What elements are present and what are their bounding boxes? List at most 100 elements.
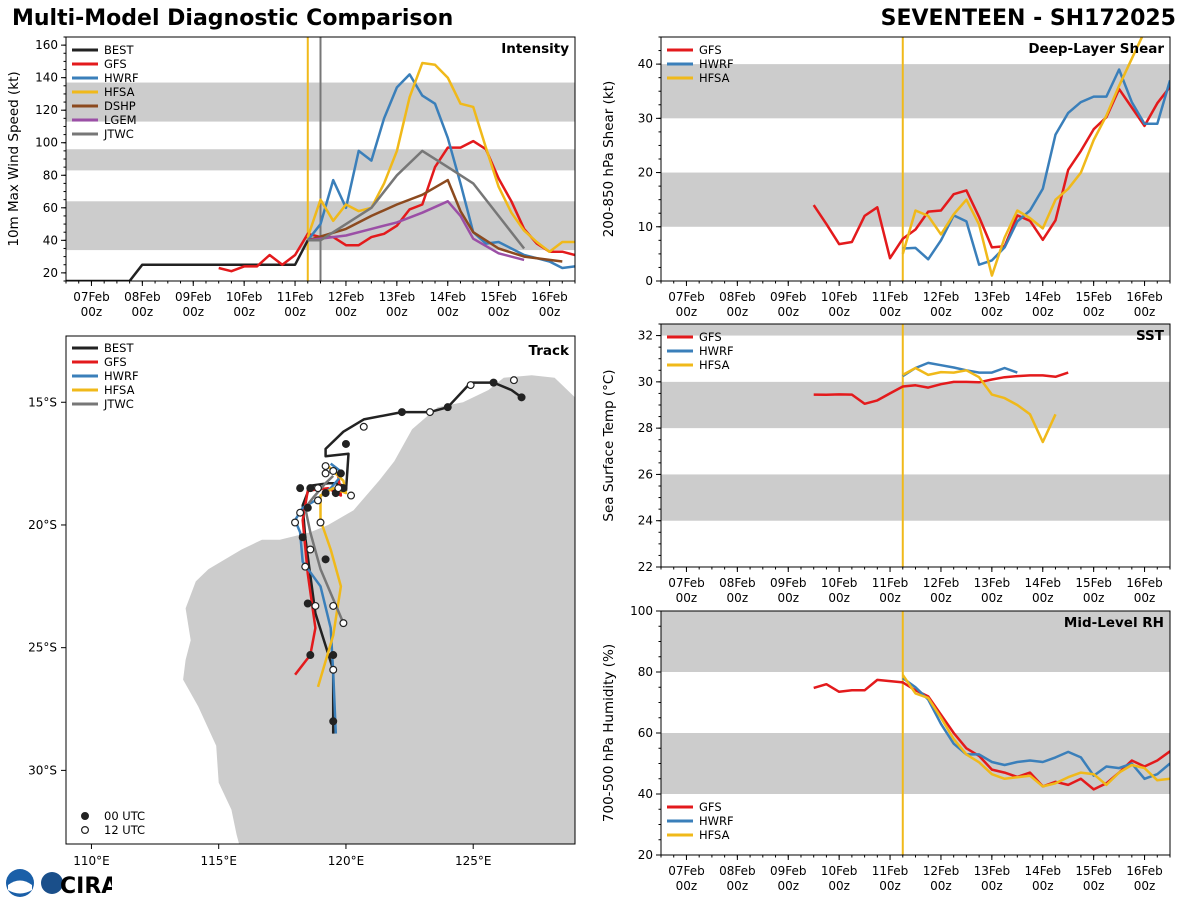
storm-id-title: SEVENTEEN - SH172025 (880, 6, 1176, 31)
shear-xtick-hour: 00z (981, 305, 1003, 319)
rh-xtick-day: 12Feb (923, 864, 960, 878)
rh-xtick-day: 14Feb (1024, 864, 1061, 878)
rh-xtick-hour: 00z (1134, 879, 1156, 893)
track-ytick-label: 15°S (28, 395, 57, 409)
track-legend-marker-label: 12 UTC (104, 823, 145, 837)
globe-logo-icon (41, 872, 63, 894)
rh-xtick-day: 15Feb (1075, 864, 1112, 878)
track-xtick-label: 125°E (455, 854, 492, 868)
track-marker-00utc (336, 469, 345, 478)
shear-xtick-hour: 00z (1083, 305, 1105, 319)
rh-legend-label-hfsa: HFSA (699, 828, 730, 842)
track-line-best (301, 381, 523, 734)
rh-legend-label-hwrf: HWRF (699, 814, 734, 828)
track-legend-label-hfsa: HFSA (104, 383, 135, 397)
track-marker-12utc (291, 518, 300, 527)
sst-xtick-hour: 00z (1032, 591, 1054, 605)
intensity-xtick-day: 15Feb (480, 290, 517, 304)
intensity-xtick-day: 14Feb (429, 290, 466, 304)
sst-xtick-hour: 00z (981, 591, 1003, 605)
rh-series-group (813, 674, 1170, 791)
track-marker-00utc (303, 599, 312, 608)
sst-panel-title: SST (1136, 328, 1165, 344)
rh-xtick-hour: 00z (981, 879, 1003, 893)
sst-xtick-day: 16Feb (1126, 576, 1163, 590)
rh-xtick-day: 07Feb (668, 864, 705, 878)
sst-xtick-day: 10Feb (821, 576, 858, 590)
intensity-xtick-hour: 00z (539, 305, 561, 319)
track-panel: 110°E 115°E 120°E 125°E 15°S 20°S 25°S 30°S Trac… (28, 335, 576, 868)
track-marker-12utc (321, 462, 330, 471)
intensity-xtick-day: 07Feb (73, 290, 110, 304)
sst-legend-label-hfsa: HFSA (699, 358, 730, 372)
track-marker-00utc (329, 651, 338, 660)
rh-panel-title: Mid-Level RH (1064, 615, 1164, 631)
track-marker-12utc (339, 619, 348, 628)
track-map-group (183, 375, 575, 844)
shear-series-group (812, 37, 1170, 277)
rh-xtick-day: 16Feb (1126, 864, 1163, 878)
intensity-xtick-day: 11Feb (277, 290, 314, 304)
sst-xtick-day: 13Feb (974, 576, 1011, 590)
intensity-ytick-label: 80 (43, 168, 58, 182)
sst-xtick-day: 11Feb (872, 576, 909, 590)
intensity-line-lgem (307, 200, 525, 262)
track-marker-00utc (517, 393, 526, 402)
rh-xtick-hour: 00z (676, 879, 698, 893)
shear-xtick-hour: 00z (879, 305, 901, 319)
sst-xtick-hour: 00z (1083, 591, 1105, 605)
intensity-ytick-label: 160 (35, 38, 58, 52)
sst-line-gfs (813, 371, 1069, 406)
rh-xtick-hour: 00z (1032, 879, 1054, 893)
rh-xtick-hour: 00z (828, 879, 850, 893)
intensity-xtick-hour: 00z (386, 305, 408, 319)
rh-legend-label-gfs: GFS (699, 800, 722, 814)
track-marker-12utc (347, 491, 356, 500)
track-marker-12utc (466, 381, 475, 390)
shear-xtick-hour: 00z (930, 305, 952, 319)
track-legend-label-hwrf: HWRF (104, 369, 139, 383)
track-xtick-label: 115°E (200, 854, 237, 868)
intensity-legend-label-lgem: LGEM (104, 113, 137, 127)
track-legend-label-best: BEST (104, 341, 134, 355)
intensity-ytick-label: 20 (43, 266, 58, 280)
shear-legend-label-hfsa: HFSA (699, 71, 730, 85)
sst-band (661, 474, 1170, 521)
shear-ytick-label: 40 (638, 57, 653, 71)
intensity-xtick-hour: 00z (488, 305, 510, 319)
track-legend-marker-label: 00 UTC (104, 809, 145, 823)
intensity-panel-title: Intensity (501, 41, 569, 57)
track-marker-00utc (306, 484, 315, 493)
shear-xtick-hour: 00z (676, 305, 698, 319)
shear-xtick-day: 11Feb (872, 290, 909, 304)
track-ytick-label: 20°S (28, 518, 57, 532)
shear-xtick-hour: 00z (1032, 305, 1054, 319)
rh-ytick-label: 100 (630, 604, 653, 618)
sst-ytick-label: 24 (638, 514, 653, 528)
sst-ytick-label: 32 (638, 329, 653, 343)
track-marker-12utc (306, 545, 315, 554)
intensity-xtick-hour: 00z (284, 305, 306, 319)
intensity-line-best (66, 239, 309, 281)
cira-logo-text: CIRA (60, 874, 112, 899)
shear-xtick-hour: 00z (727, 305, 749, 319)
track-line-hwrf (293, 462, 345, 734)
shear-panel: 01020304007Feb00z08Feb00z09Feb00z10Feb00… (601, 36, 1171, 319)
sst-xtick-day: 12Feb (923, 576, 960, 590)
intensity-line-jtwc (307, 149, 526, 250)
sst-xtick-hour: 00z (930, 591, 952, 605)
intensity-xtick-day: 09Feb (175, 290, 212, 304)
sst-series-group (813, 361, 1069, 444)
track-marker-00utc (306, 651, 315, 660)
intensity-ylabel: 10m Max Wind Speed (kt) (6, 71, 22, 246)
track-marker-12utc (316, 518, 325, 527)
intensity-xtick-day: 10Feb (226, 290, 263, 304)
shear-ytick-label: 10 (638, 220, 653, 234)
track-marker-00utc (341, 439, 350, 448)
sst-line-hwrf (902, 361, 1018, 378)
track-frame (65, 335, 576, 845)
shear-ytick-label: 30 (638, 111, 653, 125)
intensity-xtick-hour: 00z (182, 305, 204, 319)
sst-xtick-hour: 00z (879, 591, 901, 605)
